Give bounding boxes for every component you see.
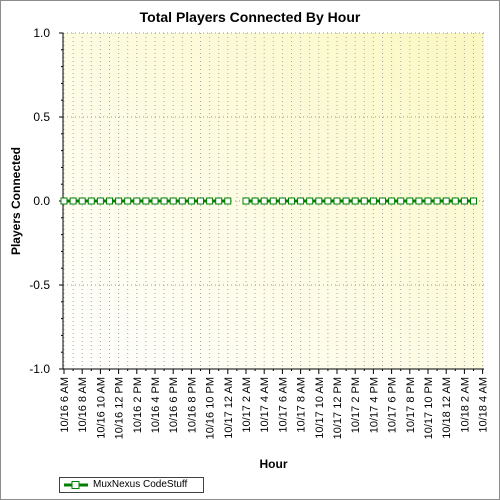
data-point: [288, 197, 295, 205]
x-tick-labels: 10/16 6 AM 10/16 8 AM 10/16 10 AM 10/16 12 …: [59, 377, 490, 439]
x-tick-label: 10/17 12 PM: [332, 377, 344, 439]
x-tick-label: 10/16 10 AM: [95, 377, 107, 439]
x-tick-label: 10/17 4 PM: [368, 377, 380, 433]
x-tick-label: 10/16 12 PM: [114, 377, 126, 439]
chart-title: Total Players Connected By Hour: [139, 9, 361, 25]
data-point: [333, 197, 341, 205]
data-point: [151, 197, 159, 205]
data-point: [260, 197, 268, 205]
data-point: [451, 197, 459, 205]
x-tick-label: 10/16 8 AM: [77, 377, 89, 433]
y-axis-label: Players Connected: [9, 146, 23, 256]
legend-series-label: MuxNexus CodeStuff: [93, 479, 188, 490]
x-axis-label: Hour: [259, 457, 288, 471]
data-point: [470, 197, 477, 205]
legend: MuxNexus CodeStuff: [59, 477, 204, 493]
x-tick-label: 10/18 2 AM: [459, 377, 471, 433]
data-point: [133, 197, 141, 205]
series-layer: [60, 197, 477, 205]
x-tick-label: 10/17 10 AM: [314, 377, 326, 439]
data-point: [306, 197, 314, 205]
y-tick-labels: 1.0 0.5 0.0 -0.5 -1.0: [29, 26, 50, 376]
y-tick-label: 0.0: [33, 194, 50, 208]
data-point: [178, 197, 186, 205]
data-point: [124, 197, 132, 205]
data-point: [87, 197, 95, 205]
data-point: [379, 197, 386, 205]
x-tick-label: 10/16 8 PM: [186, 377, 198, 433]
x-tick-label: 10/16 10 PM: [205, 377, 217, 439]
x-tick-label: 10/17 10 PM: [423, 377, 435, 439]
data-point: [424, 197, 432, 205]
data-point: [342, 197, 350, 205]
data-point: [106, 197, 113, 205]
data-point: [406, 197, 414, 205]
x-tick-label: 10/17 8 AM: [296, 377, 308, 433]
data-point: [415, 197, 423, 205]
data-point: [351, 197, 359, 205]
x-tick-label: 10/18 12 AM: [441, 377, 453, 439]
y-tick-label: 0.5: [33, 110, 50, 124]
x-tick-label: 10/17 12 AM: [223, 377, 235, 439]
data-point: [169, 197, 177, 205]
data-point: [197, 197, 204, 205]
data-point: [142, 197, 150, 205]
data-point: [278, 197, 286, 205]
data-point: [96, 197, 104, 205]
x-tick-label: 10/16 2 PM: [132, 377, 144, 433]
data-point: [397, 197, 405, 205]
data-point: [60, 197, 68, 205]
y-tick-label: 1.0: [33, 26, 50, 40]
data-point: [388, 197, 396, 205]
data-point: [324, 197, 332, 205]
x-tick-label: 10/17 2 AM: [241, 377, 253, 433]
y-tick-label: -1.0: [29, 362, 50, 376]
data-point: [297, 197, 305, 205]
x-tick-label: 10/18 4 AM: [478, 377, 490, 433]
data-point: [187, 197, 195, 205]
x-tick-label: 10/17 2 PM: [350, 377, 362, 433]
x-tick-label: 10/17 6 PM: [387, 377, 399, 433]
data-point: [206, 197, 214, 205]
data-point: [215, 197, 223, 205]
data-point: [460, 197, 468, 205]
data-point: [369, 197, 377, 205]
data-point: [360, 197, 368, 205]
data-point: [315, 197, 323, 205]
legend-swatch: [64, 481, 88, 489]
data-point: [224, 197, 232, 205]
data-point: [442, 197, 450, 205]
data-point: [69, 197, 77, 205]
x-tick-label: 10/16 6 PM: [168, 377, 180, 433]
y-tick-label: -0.5: [29, 278, 50, 292]
x-tick-label: 10/16 6 AM: [59, 377, 71, 433]
x-tick-label: 10/16 4 PM: [150, 377, 162, 433]
data-point: [251, 197, 259, 205]
x-tick-label: 10/17 6 AM: [277, 377, 289, 433]
x-tick-label: 10/17 4 AM: [259, 377, 271, 433]
data-point: [115, 197, 123, 205]
tick-layer: [59, 32, 484, 374]
data-point: [242, 197, 250, 205]
x-tick-label: 10/17 8 PM: [405, 377, 417, 433]
data-point: [433, 197, 441, 205]
data-point: [78, 197, 86, 205]
data-point: [269, 197, 277, 205]
data-point: [160, 197, 168, 205]
legend-swatch-marker: [71, 481, 80, 489]
